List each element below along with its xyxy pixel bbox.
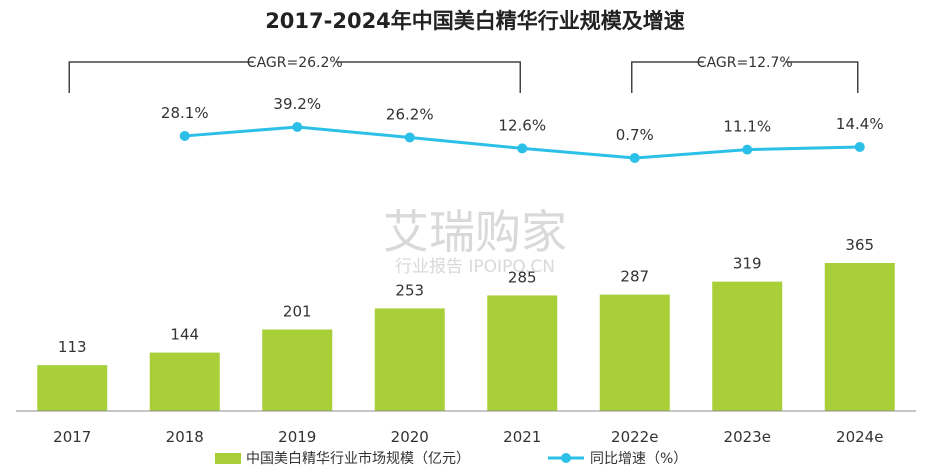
bar-2022e — [599, 294, 670, 411]
bar-value-label-2021: 285 — [508, 268, 537, 286]
bar-2024e — [824, 262, 895, 411]
growth-point-2023e — [742, 144, 753, 155]
growth-label-2024e: 14.4% — [836, 115, 884, 133]
watermark-sub: 行业报告 IPOIPO.CN — [395, 257, 555, 277]
bar-2020 — [374, 308, 445, 411]
growth-label-2021: 12.6% — [498, 116, 546, 134]
growth-point-2021 — [517, 143, 528, 154]
growth-label-2022e: 0.7% — [616, 126, 654, 144]
legend-bar-swatch — [215, 453, 241, 464]
watermark: 艾瑞购家 行业报告 IPOIPO.CN — [383, 205, 567, 277]
x-tick-label-2020: 2020 — [391, 428, 429, 446]
x-tick-label-2024e: 2024e — [836, 428, 883, 446]
x-tick-label-2018: 2018 — [166, 428, 204, 446]
x-tick-label-2019: 2019 — [278, 428, 316, 446]
x-tick-label-2021: 2021 — [503, 428, 541, 446]
bar-2018 — [149, 352, 220, 411]
bar-value-label-2017: 113 — [58, 338, 87, 356]
bar-series: 113 144 201 253 285 287 319 365 — [37, 236, 895, 411]
watermark-main: 艾瑞购家 — [383, 205, 567, 259]
cagr-label-2: CAGR=12.7% — [697, 55, 793, 71]
bar-2021 — [487, 295, 558, 411]
x-tick-label-2017: 2017 — [53, 428, 91, 446]
x-tick-label-2023e: 2023e — [724, 428, 771, 446]
bar-2023e — [712, 281, 783, 411]
growth-point-2024e — [854, 141, 865, 152]
bar-2019 — [262, 329, 333, 411]
x-axis-ticks: 2017 2018 2019 2020 2021 2022e 2023e 2024e — [53, 428, 883, 446]
cagr-bracket-2 — [631, 61, 859, 93]
bar-value-label-2019: 201 — [283, 302, 312, 320]
cagr-annotations: CAGR=26.2% CAGR=12.7% — [68, 55, 859, 93]
growth-line-series: 28.1% 39.2% 26.2% 12.6% 0.7% 11.1% 14.4% — [161, 95, 884, 163]
legend-line-marker — [561, 453, 571, 463]
growth-point-2022e — [629, 153, 640, 163]
bar-value-label-2023e: 319 — [733, 255, 762, 273]
legend-line-label: 同比增速（%） — [590, 451, 687, 467]
growth-label-2018: 28.1% — [161, 104, 209, 122]
x-tick-label-2022e: 2022e — [611, 428, 658, 446]
legend-bar-label: 中国美白精华行业市场规模（亿元） — [246, 450, 470, 467]
growth-point-2018 — [179, 130, 190, 141]
growth-label-2019: 39.2% — [273, 95, 321, 113]
legend: 中国美白精华行业市场规模（亿元） 同比增速（%） — [215, 450, 687, 467]
bar-value-label-2024e: 365 — [845, 236, 874, 254]
bar-2017 — [37, 365, 108, 411]
bar-value-label-2018: 144 — [170, 326, 199, 344]
chart-title: 2017-2024年中国美白精华行业规模及增速 — [265, 9, 685, 33]
bar-value-label-2020: 253 — [395, 281, 424, 299]
growth-label-2023e: 11.1% — [723, 118, 771, 136]
cagr-bracket-1 — [68, 61, 521, 93]
growth-point-2019 — [292, 122, 303, 132]
growth-label-2020: 26.2% — [386, 105, 434, 123]
growth-point-2020 — [404, 132, 415, 143]
bar-value-label-2022e: 287 — [620, 268, 649, 286]
cagr-label-1: CAGR=26.2% — [247, 55, 343, 71]
